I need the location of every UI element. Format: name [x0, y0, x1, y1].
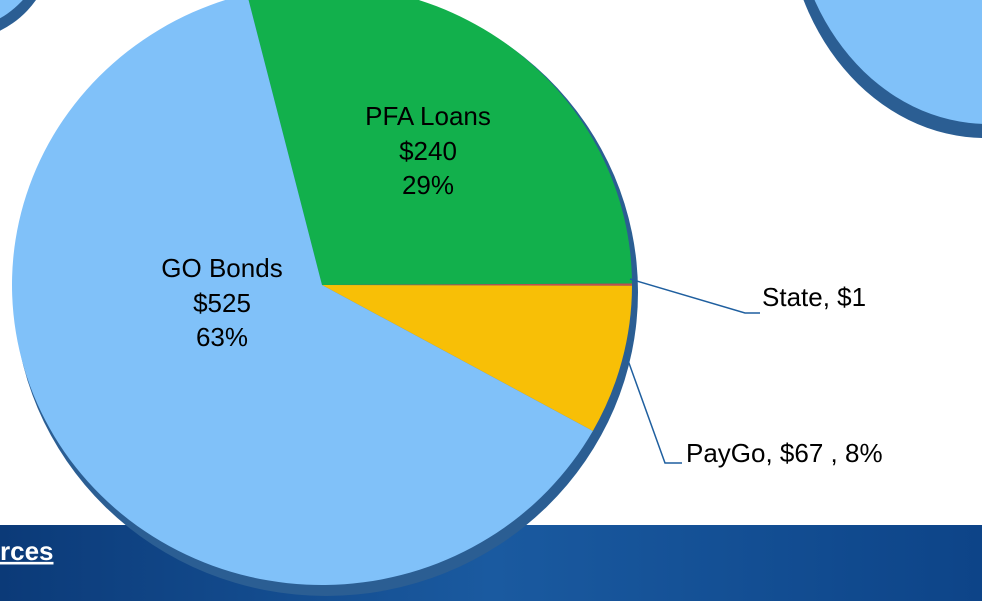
slice-value: $525: [193, 288, 251, 318]
slice-name: PFA Loans: [365, 101, 491, 131]
pie-slice: [12, 0, 593, 585]
pie-slice: [322, 285, 632, 431]
slice-label: PayGo, $67 , 8%: [686, 438, 883, 468]
pie: [12, 0, 633, 585]
footer-text: rces: [0, 536, 54, 566]
slice-percent: 29%: [402, 170, 454, 200]
decor-circle: [814, 0, 982, 124]
slice-percent: 63%: [196, 322, 248, 352]
pie-slice: [322, 283, 633, 286]
leader-line: [629, 278, 760, 314]
slice-label: State, $1: [762, 282, 866, 312]
slice-name: GO Bonds: [161, 253, 282, 283]
slice-value: $240: [399, 136, 457, 166]
leader-line: [624, 351, 682, 464]
pie-slice: [248, 0, 632, 285]
labels: GO Bonds $525 63% PFA Loans $240 29% State, $1…: [161, 101, 882, 468]
decor-circle: [0, 0, 23, 19]
